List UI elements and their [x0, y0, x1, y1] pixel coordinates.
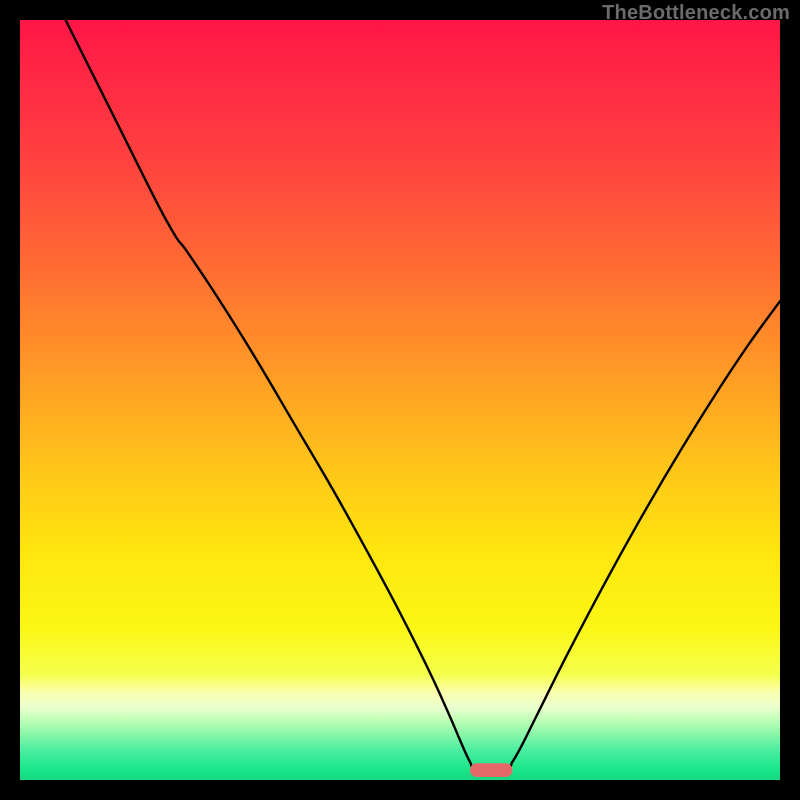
chart-frame: TheBottleneck.com: [0, 0, 800, 800]
gradient-background: [20, 20, 780, 780]
optimal-marker: [470, 763, 513, 777]
plot-area: [20, 20, 780, 780]
bottleneck-chart-svg: [20, 20, 780, 780]
